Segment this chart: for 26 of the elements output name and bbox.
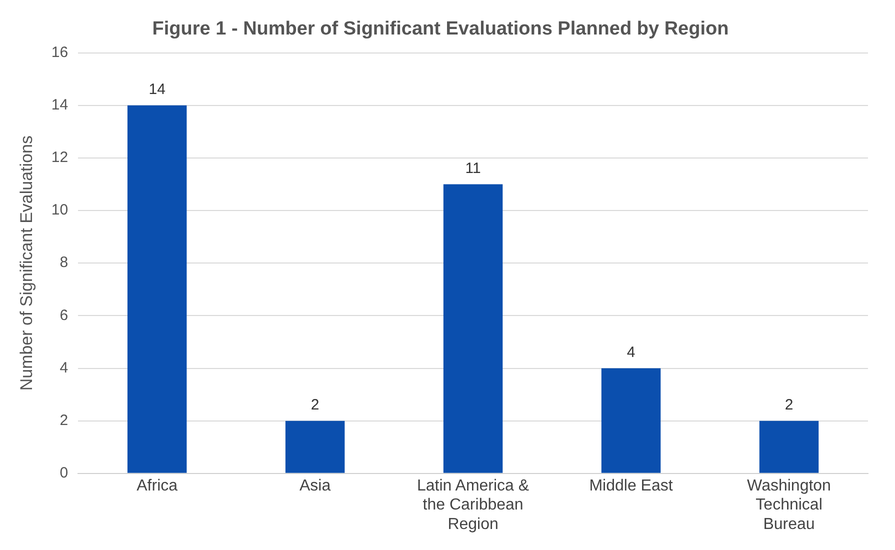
x-tick-label: Africa [136, 477, 178, 494]
y-axis-title: Number of Significant Evaluations [16, 136, 36, 391]
data-label: 2 [784, 396, 794, 414]
y-tick-label: 16 [51, 44, 68, 61]
x-tick-label: Middle East [589, 477, 674, 494]
x-tick-label: Asia [299, 477, 331, 494]
y-tick-label: 4 [60, 359, 68, 376]
data-label: 4 [626, 344, 636, 361]
y-tick-label: 6 [60, 306, 68, 324]
y-tick-label: 10 [51, 202, 68, 219]
data-label: 11 [465, 160, 481, 177]
bar [285, 420, 345, 473]
y-tick-label: 14 [51, 96, 68, 114]
data-label: 2 [310, 396, 320, 414]
bar [759, 420, 819, 473]
bar [601, 368, 661, 473]
x-tick-label: Latin America & the Caribbean Region [417, 477, 530, 533]
y-tick-label: 8 [60, 254, 68, 272]
x-tick-label: Washington Technical Bureau [747, 477, 831, 533]
chart-title: Figure 1 - Number of Significant Evaluations Planned by Region [152, 18, 729, 40]
y-tick-label: 2 [60, 412, 68, 429]
bar [443, 184, 503, 473]
bar [127, 105, 187, 473]
y-tick-label: 0 [60, 464, 68, 482]
data-label: 14 [148, 81, 166, 98]
y-tick-label: 12 [51, 149, 68, 166]
